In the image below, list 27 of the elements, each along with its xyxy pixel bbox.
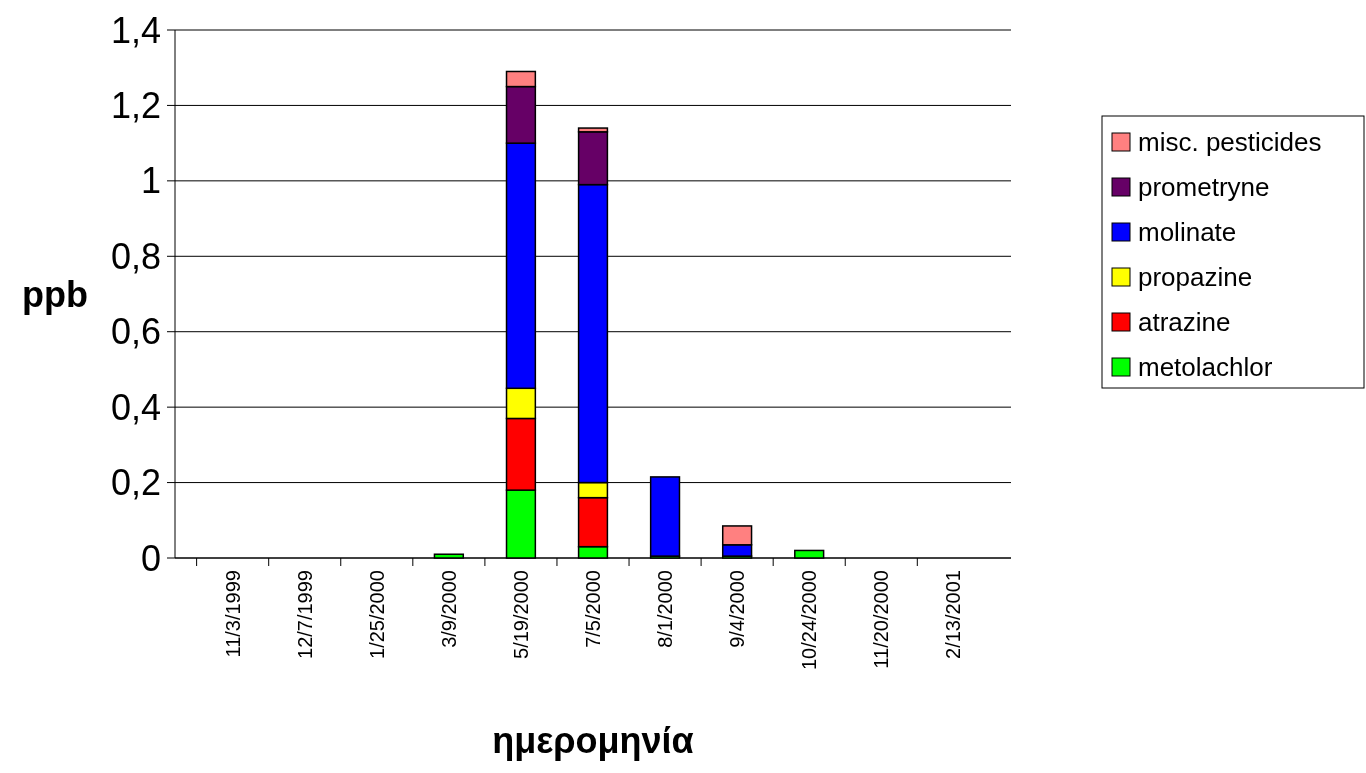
x-tick-label: 11/3/1999 [221,570,244,658]
legend-label: metolachlor [1138,352,1273,383]
y-tick-label: 1,4 [110,9,161,51]
x-tick-label: 2/13/2001 [942,570,965,659]
y-tick-label: 0,2 [110,462,161,504]
x-tick-label: 7/5/2000 [582,570,604,648]
legend-label: propazine [1138,262,1253,293]
x-tick-label: 8/1/2000 [654,570,677,648]
x-tick-label: 1/25/2000 [365,570,388,659]
legend-label: misc. pesticides [1138,127,1322,158]
x-tick-label: 12/7/1999 [293,570,316,659]
y-tick-label: 0,6 [110,311,161,353]
y-tick-label: 0,8 [110,235,161,277]
legend-label: prometryne [1138,172,1270,203]
x-tick-label: 9/4/2000 [726,570,749,648]
legend-label: molinate [1138,217,1237,248]
x-tick-label: 11/20/2000 [870,570,893,669]
y-axis-title: ppb [22,273,88,315]
x-tick-label: 5/19/2000 [509,570,532,659]
x-tick-label: 3/9/2000 [437,570,460,648]
legend-label: atrazine [1138,307,1231,338]
y-tick-label: 1 [140,160,161,202]
y-tick-label: 0,4 [110,386,161,428]
y-tick-label: 1,2 [110,85,161,127]
x-tick-label: 10/24/2000 [798,570,821,671]
y-tick-label: 0 [140,537,161,579]
x-axis-title: ημερομηνία [492,720,694,761]
